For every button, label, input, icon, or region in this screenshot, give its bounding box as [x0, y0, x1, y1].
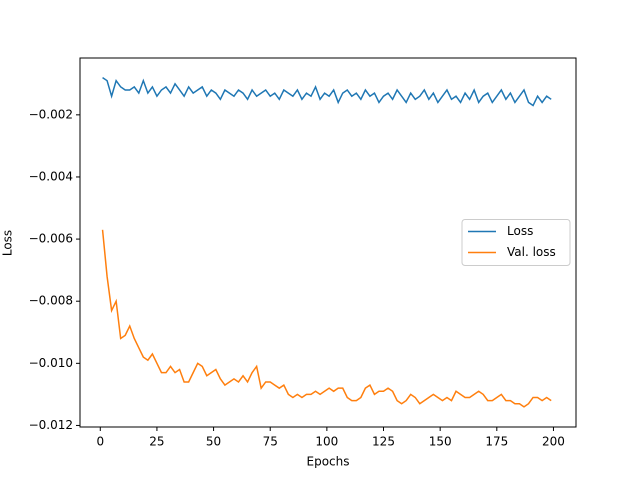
y-tick-label: −0.006 [29, 232, 73, 246]
x-tick-label: 100 [315, 435, 338, 449]
y-tick-label: −0.008 [29, 294, 73, 308]
legend-label: Loss [507, 224, 533, 238]
plot-frame [79, 57, 577, 428]
y-tick-label: −0.004 [29, 169, 73, 183]
x-tick-label: 0 [96, 435, 104, 449]
y-tick-label: −0.012 [29, 418, 73, 432]
y-tick-label: −0.010 [29, 356, 73, 370]
x-tick-label: 200 [542, 435, 565, 449]
x-tick-label: 25 [149, 435, 164, 449]
x-axis-label: Epochs [307, 455, 350, 469]
y-axis-label: Loss [1, 230, 15, 256]
x-tick-label: 175 [485, 435, 508, 449]
x-tick-label: 125 [372, 435, 395, 449]
x-tick-label: 150 [429, 435, 452, 449]
x-tick-label: 50 [206, 435, 221, 449]
legend-label: Val. loss [507, 245, 556, 259]
x-tick-label: 75 [263, 435, 278, 449]
series-line [102, 76, 552, 107]
series-line [101, 229, 552, 408]
y-tick-label: −0.002 [29, 107, 73, 121]
